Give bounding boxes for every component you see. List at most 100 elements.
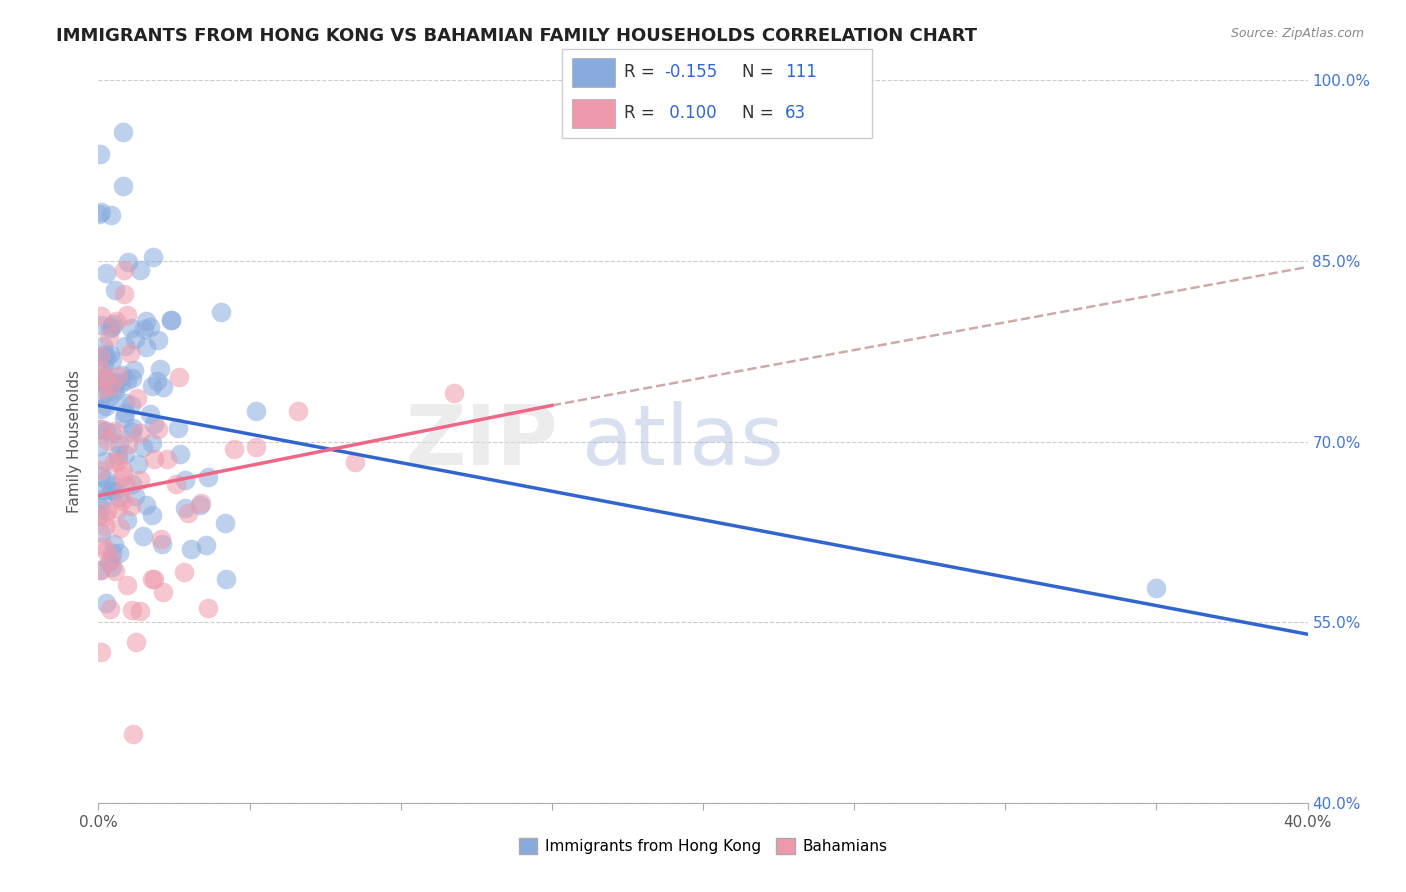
Point [120,398,142,412]
Point [110,376,132,391]
Text: atlas: atlas [582,401,783,482]
Point [177,506,200,520]
Point [143,417,166,431]
Point [90,389,112,403]
Point [149,361,172,376]
Point [117,255,139,269]
Point [90,563,112,577]
Point [129,426,152,441]
Point [125,634,148,648]
Point [115,373,138,387]
Point [160,313,183,327]
Point [141,378,163,392]
Point [112,263,135,277]
Point [167,370,190,384]
Point [87,207,110,221]
Point [94,399,117,413]
Point [94,509,117,524]
Point [152,537,174,551]
Point [101,478,124,492]
Point [146,422,169,436]
Point [89,500,111,514]
Point [114,339,136,353]
Point [90,645,112,659]
Point [101,382,124,396]
Point [90,422,112,436]
Point [91,483,114,498]
Point [141,435,163,450]
Point [98,390,121,404]
Text: 111: 111 [785,63,817,81]
Point [135,314,157,328]
Point [103,536,125,550]
Point [443,385,465,400]
Point [112,178,135,193]
Point [112,468,135,483]
Text: IMMIGRANTS FROM HONG KONG VS BAHAMIAN FAMILY HOUSEHOLDS CORRELATION CHART: IMMIGRANTS FROM HONG KONG VS BAHAMIAN FA… [56,27,977,45]
Point [174,473,197,487]
Point [94,424,117,438]
Legend: Immigrants from Hong Kong, Bahamians: Immigrants from Hong Kong, Bahamians [513,832,893,860]
Point [100,552,122,566]
Y-axis label: Family Households: Family Households [67,370,83,513]
Point [344,454,367,468]
FancyBboxPatch shape [562,49,872,138]
Point [93,519,115,533]
Point [141,250,163,264]
Point [90,310,112,324]
FancyBboxPatch shape [572,58,614,87]
Point [114,446,136,460]
Point [107,448,129,462]
Point [112,125,135,139]
Point [89,146,111,161]
Point [97,556,120,570]
Point [127,392,149,406]
Point [188,498,211,512]
Point [108,546,131,560]
Point [124,332,146,346]
Point [100,483,122,497]
Point [121,371,143,385]
Point [115,578,138,592]
Text: -0.155: -0.155 [665,63,717,81]
Text: R =: R = [624,63,655,81]
Point [100,379,122,393]
Point [93,374,115,388]
Point [148,333,170,347]
Point [120,499,142,513]
Point [121,321,143,335]
Point [112,410,135,425]
Point [89,439,111,453]
Point [169,447,191,461]
Point [107,502,129,516]
Point [159,313,181,327]
Point [165,476,187,491]
Text: 0.100: 0.100 [665,104,717,122]
Point [100,320,122,334]
Point [96,266,118,280]
Point [1146,581,1168,595]
Text: 63: 63 [785,104,806,122]
Point [214,572,236,586]
Point [173,501,195,516]
Point [114,406,136,420]
Point [101,559,124,574]
Point [111,464,134,478]
Point [143,451,166,466]
Text: ZIP: ZIP [405,401,558,482]
Point [224,442,246,456]
Point [127,458,149,472]
Point [214,516,236,531]
Point [91,350,114,364]
Point [156,452,179,467]
Point [141,572,163,586]
Point [197,470,219,484]
Point [94,351,117,366]
Point [104,484,127,499]
Point [110,368,132,382]
Point [152,380,174,394]
Point [166,421,188,435]
Point [100,347,122,361]
Point [100,546,122,560]
Point [104,314,127,328]
